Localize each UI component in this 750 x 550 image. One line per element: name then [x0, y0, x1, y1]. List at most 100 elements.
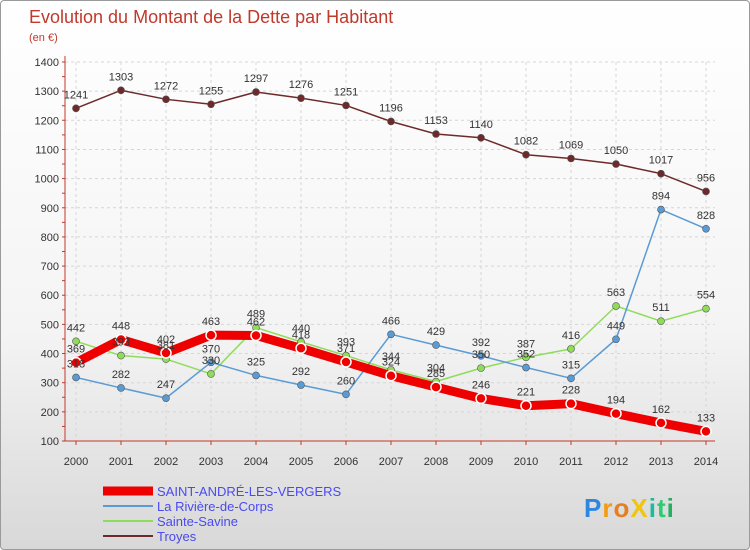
- data-label: 462: [247, 316, 265, 328]
- data-point: [252, 371, 260, 380]
- y-tick-label: 100: [41, 436, 59, 448]
- y-tick-label: 900: [41, 203, 59, 215]
- data-label: 318: [67, 358, 85, 370]
- x-tick-label: 2001: [109, 456, 133, 468]
- data-label: 260: [337, 375, 355, 387]
- data-label: 282: [112, 369, 130, 381]
- logo-letter: X: [630, 493, 648, 523]
- data-point: [72, 337, 80, 346]
- data-point: [117, 351, 125, 360]
- legend-label: La Rivière-de-Corps: [157, 499, 274, 514]
- data-point: [205, 329, 217, 341]
- y-tick-label: 1300: [35, 86, 59, 98]
- data-point: [567, 374, 575, 383]
- data-point: [207, 358, 215, 367]
- data-label: 1303: [109, 71, 133, 83]
- data-label: 418: [292, 329, 310, 341]
- data-point: [432, 341, 440, 349]
- data-label: 402: [157, 334, 175, 346]
- data-label: 315: [562, 359, 580, 371]
- y-tick-label: 1200: [35, 115, 59, 127]
- data-label: 246: [472, 379, 490, 391]
- logo-letter: t: [657, 493, 667, 523]
- x-tick-label: 2000: [64, 456, 88, 468]
- data-point: [385, 369, 397, 382]
- data-point: [387, 117, 395, 126]
- data-label: 442: [67, 322, 85, 334]
- y-tick-label: 1400: [35, 57, 59, 69]
- data-point: [297, 94, 305, 102]
- y-tick-label: 1100: [35, 144, 59, 156]
- logo-text: ProXiti: [584, 493, 675, 523]
- data-point: [70, 356, 82, 369]
- x-tick-label: 2013: [649, 456, 673, 468]
- data-label: 247: [157, 379, 175, 391]
- data-label: 381: [157, 340, 175, 352]
- data-label: 369: [67, 344, 85, 356]
- data-label: 1251: [334, 86, 358, 98]
- data-label: 1153: [424, 115, 448, 127]
- data-label: 1050: [604, 145, 628, 157]
- data-label: 344: [382, 351, 400, 363]
- data-point: [160, 347, 172, 359]
- data-label: 324: [382, 357, 400, 369]
- data-point: [162, 95, 170, 104]
- data-point: [702, 304, 710, 313]
- data-label: 370: [202, 343, 220, 355]
- data-label: 371: [337, 343, 355, 355]
- data-label: 429: [427, 326, 445, 338]
- data-point: [117, 86, 125, 95]
- data-label: 1297: [244, 73, 268, 85]
- data-label: 894: [652, 191, 670, 203]
- data-point: [567, 154, 575, 163]
- data-point: [657, 205, 665, 214]
- data-labels: 1241 1303 1272 1255 1297 1276 1251 1196 1153 1140…: [64, 71, 715, 424]
- x-tick-label: 2011: [559, 456, 583, 468]
- logo-letter: i: [667, 493, 675, 523]
- grid: [65, 61, 715, 442]
- data-point: [612, 160, 620, 168]
- proxiti-logo: ProXiti: [584, 493, 675, 523]
- data-point: [522, 150, 530, 159]
- data-label: 956: [697, 172, 715, 184]
- data-label: 162: [652, 404, 670, 416]
- data-label: 1276: [289, 79, 313, 91]
- data-label: 393: [337, 337, 355, 349]
- data-point: [207, 370, 215, 378]
- x-tick-label: 2012: [604, 456, 628, 468]
- data-label: 554: [697, 290, 715, 302]
- logo-letter: P: [584, 493, 602, 523]
- data-label: 563: [607, 287, 625, 299]
- data-point: [297, 381, 305, 389]
- y-tick-label: 1000: [35, 174, 59, 186]
- x-tick-label: 2002: [154, 456, 178, 468]
- y-tick-label: 500: [41, 319, 59, 331]
- data-label: 352: [517, 349, 535, 361]
- x-tick-label: 2006: [334, 456, 358, 468]
- y-tick-label: 800: [41, 232, 59, 244]
- data-point: [567, 345, 575, 353]
- y-tick-label: 400: [41, 349, 59, 361]
- data-point: [342, 101, 350, 110]
- data-label: 828: [697, 210, 715, 222]
- data-label: 449: [607, 320, 625, 332]
- data-label: 292: [292, 366, 310, 378]
- y-tick-label: 200: [41, 407, 59, 419]
- legend-label: Sainte-Savine: [157, 514, 238, 529]
- legend-label: SAINT-ANDRÉ-LES-VERGERS: [157, 484, 342, 499]
- data-label: 387: [517, 338, 535, 350]
- data-point: [612, 302, 620, 310]
- data-point: [250, 329, 262, 342]
- data-point: [115, 333, 127, 346]
- data-point: [252, 88, 260, 96]
- x-tick-label: 2010: [514, 456, 538, 468]
- data-point: [430, 381, 442, 393]
- chart-title: Evolution du Montant de la Dette par Hab…: [29, 7, 393, 27]
- data-label: 1069: [559, 139, 583, 151]
- y-tick-label: 300: [41, 378, 59, 390]
- legend-label: Troyes: [157, 529, 197, 544]
- data-label: 440: [292, 323, 310, 335]
- data-point: [432, 130, 440, 138]
